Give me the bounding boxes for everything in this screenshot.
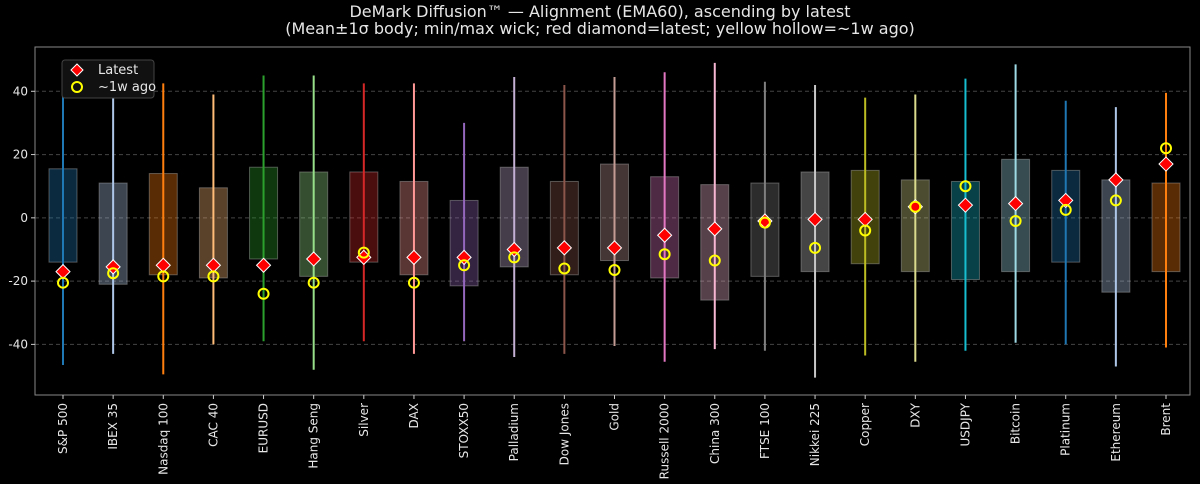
week-ago-marker [1059,203,1072,216]
latest-marker [1158,156,1174,172]
latest-marker [556,240,573,256]
latest-marker [707,221,723,237]
x-tick-label: IBEX 35 [106,403,120,450]
week-ago-marker [859,224,872,237]
latest-marker [807,211,823,228]
y-tick-label: -40 [8,337,28,351]
week-ago-marker [658,248,671,261]
latest-marker [406,249,422,266]
x-tick-label: Dow Jones [557,403,571,465]
week-ago-marker [508,251,521,264]
x-tick-label: Ethereum [1109,403,1123,462]
x-tick-label: Bitcoin [1009,403,1023,444]
latest-marker [456,249,472,266]
x-axis: S&P 500 IBEX 35 Nasdaq 100 CAC 40 EURUSD Hang… [56,395,1173,479]
plot-frame [34,46,1191,396]
latest-marker [1007,195,1024,212]
week-ago-marker [407,276,420,289]
week-ago-marker [708,254,721,267]
week-ago-marker [1160,142,1172,155]
legend-latest-label: Latest [98,63,138,78]
x-tick-label: Nikkei 225 [808,403,822,466]
x-tick-label: Silver [357,403,371,437]
week-ago-marker [1109,194,1122,207]
latest-marker [1058,192,1074,209]
marks [48,62,1181,378]
week-ago-marker [959,180,972,193]
week-ago-marker [257,287,270,300]
week-ago-marker [157,270,170,283]
week-ago-marker [57,276,69,289]
legend-week-ago-marker [71,81,83,93]
week-ago-marker [608,264,621,277]
week-ago-marker [1009,215,1022,227]
x-tick-label: CAC 40 [206,403,220,447]
week-ago-marker [107,267,120,280]
y-tick-label: 40 [13,84,28,98]
x-tick-label: S&P 500 [56,403,70,454]
y-tick-label: 20 [13,148,28,162]
x-tick-label: China 300 [708,403,722,464]
latest-marker [55,263,71,280]
chart-title: DeMark Diffusion™ — Alignment (EMA60), a… [349,2,850,21]
latest-marker [305,251,322,267]
week-ago-marker [458,259,471,272]
y-axis: -40 -20 0 20 40 [8,84,35,351]
latest-marker [606,240,623,256]
legend-latest-marker [70,63,84,77]
legend: Latest ~1w ago [61,59,156,99]
x-tick-label: Copper [858,403,872,446]
chart-subtitle: (Mean±1σ body; min/max wick; red diamond… [285,19,915,38]
week-ago-marker [909,200,922,213]
y-tick-label: 0 [20,211,28,225]
latest-marker [255,257,272,273]
x-tick-label: Platinum [1059,403,1073,456]
latest-marker [656,227,673,243]
x-tick-label: Palladium [507,403,521,461]
x-tick-label: STOXX50 [457,403,471,458]
x-tick-label: EURUSD [257,403,271,453]
x-tick-label: Hang Seng [307,403,321,469]
latest-marker [957,197,974,213]
y-tick-label: -20 [8,274,28,288]
x-tick-label: Russell 2000 [658,403,672,479]
x-tick-label: FTSE 100 [758,403,772,459]
grid [35,90,1190,345]
x-tick-label: Gold [608,403,622,431]
x-tick-label: DXY [908,402,922,427]
x-tick-label: DAX [407,403,421,428]
x-tick-label: Nasdaq 100 [156,403,170,475]
week-ago-marker [809,241,822,254]
x-tick-label: Brent [1159,403,1173,436]
x-tick-label: USDJPY [958,402,972,446]
legend-box [61,59,155,99]
week-ago-marker [357,246,370,259]
latest-marker [1108,172,1124,188]
legend-week-ago-label: ~1w ago [98,80,156,95]
week-ago-marker [207,270,220,283]
week-ago-marker [758,216,771,229]
week-ago-marker [558,262,571,275]
week-ago-marker [307,276,320,289]
